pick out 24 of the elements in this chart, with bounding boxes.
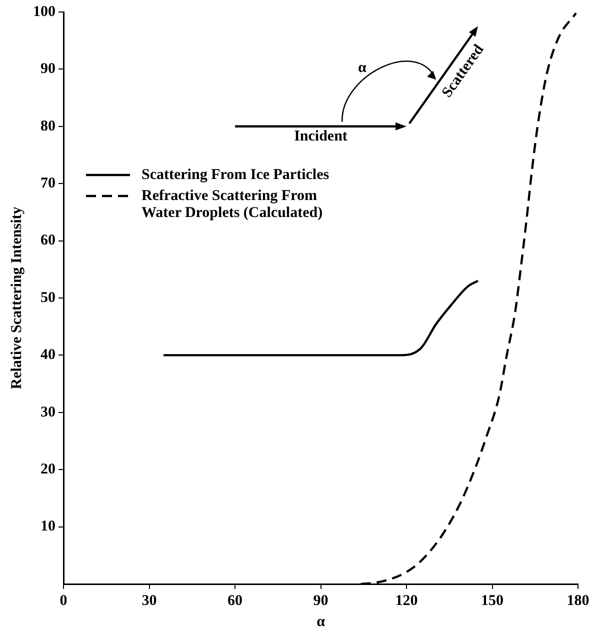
legend-label: Scattering From Ice Particles bbox=[142, 167, 330, 184]
x-tick-label: 180 bbox=[566, 592, 590, 609]
y-tick-label: 40 bbox=[40, 347, 56, 364]
annotation: Incident bbox=[294, 128, 348, 145]
y-tick-label: 100 bbox=[33, 4, 56, 20]
line-series bbox=[162, 280, 480, 356]
y-tick-label: 30 bbox=[40, 404, 56, 420]
legend-label: Refractive Scattering From Water Droplets (Calculated) bbox=[142, 188, 324, 222]
x-tick-label: 30 bbox=[142, 592, 157, 609]
x-tick-label: 0 bbox=[60, 592, 68, 609]
y-tick-label: 60 bbox=[40, 232, 56, 249]
y-tick-label: 90 bbox=[40, 61, 56, 78]
x-tick-label: 150 bbox=[481, 592, 504, 609]
x-axis-title: α bbox=[316, 614, 326, 630]
x-tick-label: 90 bbox=[313, 592, 328, 609]
annotation: α bbox=[358, 60, 368, 76]
y-tick-label: 50 bbox=[40, 290, 56, 306]
y-tick-label: 80 bbox=[40, 118, 56, 134]
x-tick-label: 120 bbox=[395, 592, 418, 609]
y-tick-label: 70 bbox=[40, 175, 56, 192]
y-axis-title: Relative Scattering Intensity bbox=[8, 206, 25, 390]
y-tick-label: 10 bbox=[40, 518, 56, 535]
x-tick-label: 60 bbox=[228, 592, 242, 609]
y-tick-label: 20 bbox=[40, 461, 56, 478]
